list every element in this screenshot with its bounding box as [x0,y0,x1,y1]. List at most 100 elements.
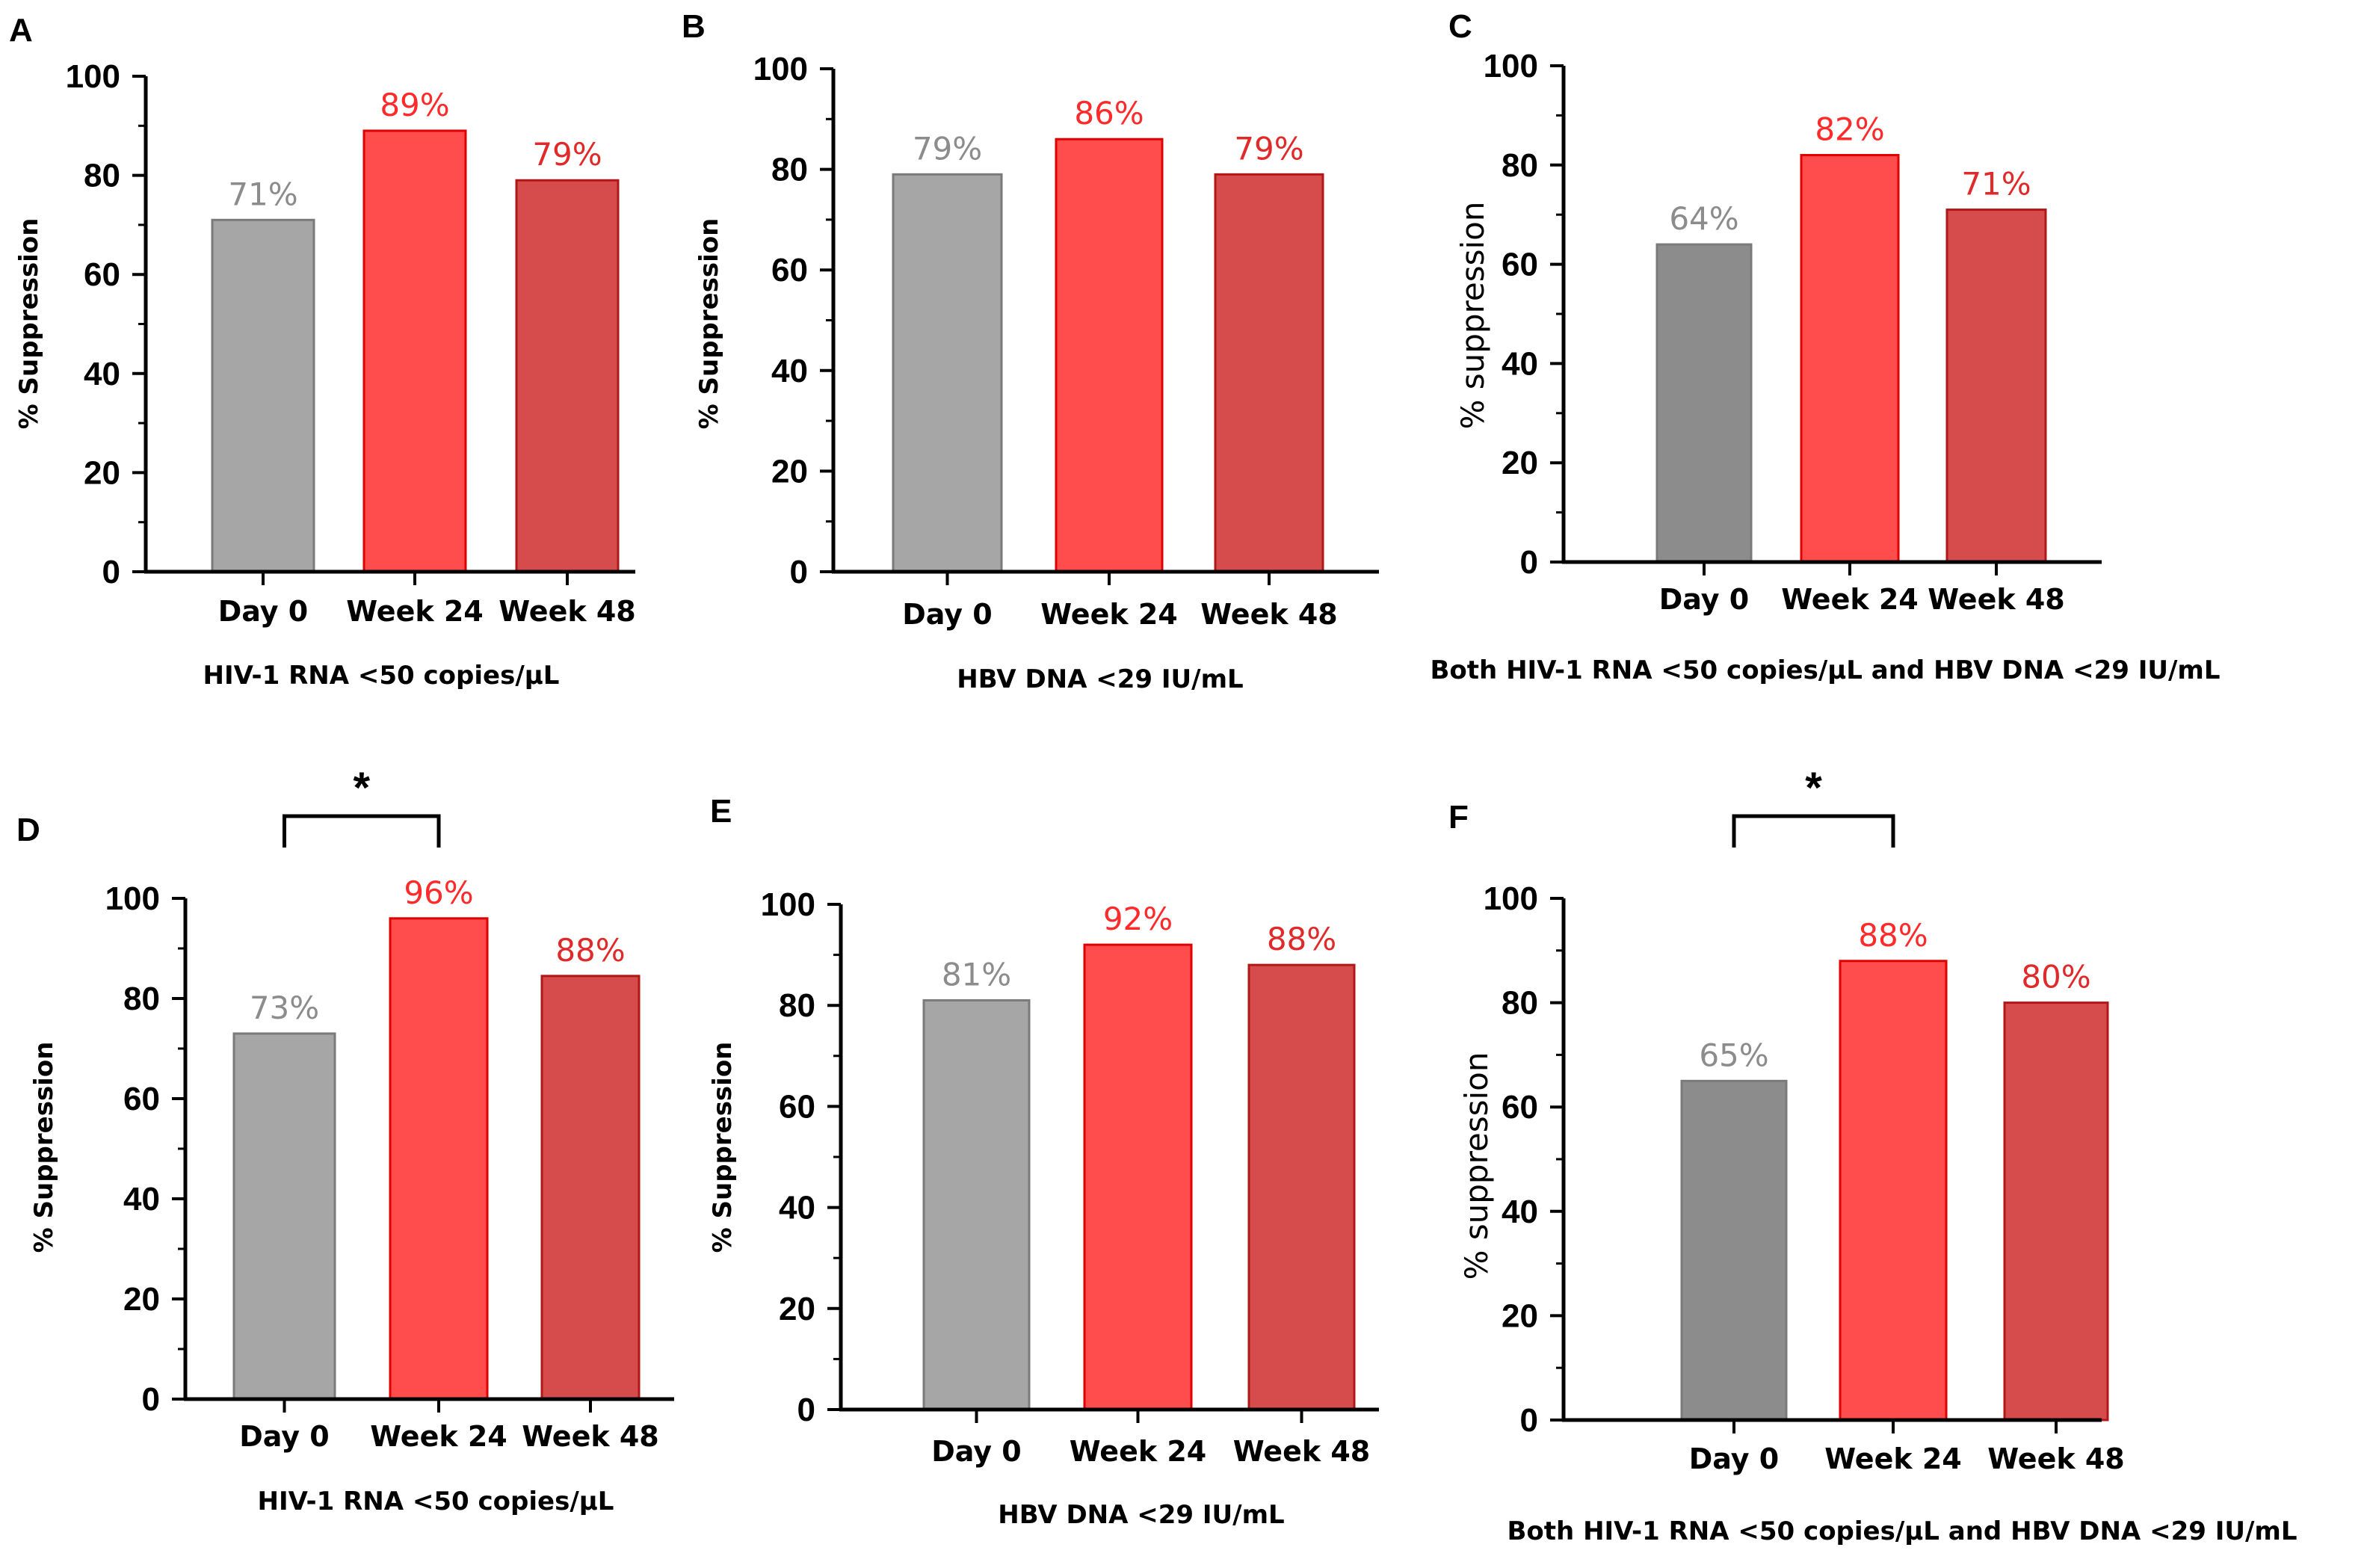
panel-f-value-label-0: 65% [1699,1037,1768,1073]
panel-c-ytick-label-0: 0 [1520,544,1538,581]
panel-a-ytick-label-4: 80 [84,158,120,194]
panel-d-y-axis-title: % Suppression [29,1042,59,1253]
panel-a-ytick-label-3: 60 [84,256,120,293]
panel-b-y-axis-title: % Suppression [694,218,724,430]
panel-f-bar-1 [1839,960,1948,1422]
panel-b-ytick-label-4: 80 [771,152,808,188]
panel-f-bar-0 [1680,1079,1788,1422]
panel-d-significance-bracket [283,814,441,848]
panel-d-bar-1 [389,917,489,1401]
panel-a-letter: A [9,12,33,49]
panel-e-bar-2 [1247,963,1356,1411]
panel-a-ytick-label-1: 20 [84,454,120,491]
panel-a-category-label-0: Day 0 [218,595,308,628]
panel-b-x-caption: HBV DNA <29 IU/mL [957,664,1243,694]
panel-b-category-label-1: Week 24 [1040,598,1178,631]
panel-a-category-label-1: Week 24 [346,595,484,628]
panel-b-ytick-label-2: 40 [771,353,808,389]
panel-c-ytick-label-2: 40 [1502,345,1538,382]
panel-b-category-label-2: Week 48 [1200,598,1338,631]
panel-a-value-label-1: 89% [380,87,449,123]
panel-a-bar-2 [515,179,620,573]
panel-b-bar-1 [1055,138,1164,573]
panel-d-value-label-1: 96% [404,874,473,911]
panel-c-value-label-2: 71% [1961,166,2031,203]
panel-b-bar-2 [1214,173,1324,573]
panel-c-category-label-0: Day 0 [1659,583,1749,616]
panel-c-bar-0 [1655,243,1753,564]
panel-e-ytick-label-0: 0 [797,1392,815,1428]
panel-c-ytick-label-4: 80 [1502,147,1538,184]
panel-b-value-label-0: 79% [913,130,982,167]
panel-f-bar-2 [2003,1001,2109,1422]
panel-e-y-axis-title: % Suppression [708,1042,738,1253]
panel-c-ytick-label-1: 20 [1502,445,1538,481]
panel-c-x-caption: Both HIV-1 RNA <50 copies/µL and HBV DNA… [1431,655,2221,685]
panel-e-category-label-2: Week 48 [1233,1435,1371,1468]
panel-c-bar-2 [1945,209,2047,564]
panel-e-category-label-1: Week 24 [1070,1435,1207,1468]
panel-a-category-label-2: Week 48 [499,595,636,628]
panel-f-ytick-label-2: 40 [1502,1194,1538,1230]
panel-d-ytick-label-0: 0 [142,1381,160,1418]
panel-f-ytick-label-1: 20 [1502,1297,1538,1334]
panel-d-ytick-label-3: 60 [123,1081,160,1117]
panel-f-ytick-label-3: 60 [1502,1089,1538,1126]
panel-c-y-axis-title: % suppression [1454,201,1491,429]
panel-d-value-label-2: 88% [555,932,625,969]
panel-a-value-label-2: 79% [532,136,602,173]
panel-b-letter: B [682,8,706,45]
panel-a-ytick-label-5: 100 [66,58,120,95]
panel-c-ytick-label-5: 100 [1484,48,1538,84]
panel-f-value-label-2: 80% [2021,959,2090,996]
panel-f-letter: F [1448,799,1469,836]
panel-d-category-label-1: Week 24 [370,1420,507,1453]
panel-b-ytick-label-3: 60 [771,252,808,288]
panel-e-letter: E [710,793,732,830]
panel-f-significance-bracket [1732,814,1895,848]
panel-d-ytick-label-1: 20 [123,1281,160,1318]
panel-f-category-label-2: Week 48 [1987,1442,2125,1475]
panel-b-value-label-1: 86% [1074,95,1144,132]
panel-c-category-label-2: Week 48 [1928,583,2065,616]
panel-d-ytick-label-2: 40 [123,1181,160,1217]
panel-c-value-label-1: 82% [1815,111,1884,148]
panel-e-bar-0 [922,998,1031,1411]
panel-e-ytick-label-1: 20 [779,1291,815,1327]
panel-a-ytick-label-2: 40 [84,356,120,392]
panel-d-letter: D [16,812,40,848]
panel-b-ytick-label-0: 0 [790,554,808,590]
panel-f-ytick-label-5: 100 [1484,880,1538,917]
panel-a-bar-0 [211,218,315,573]
panel-e-ytick-label-4: 80 [779,987,815,1024]
panel-c-letter: C [1448,8,1472,45]
panel-b-ytick-label-5: 100 [753,51,808,87]
panel-f-x-caption: Both HIV-1 RNA <50 copies/µL and HBV DNA… [1508,1516,2298,1546]
panel-d-ytick-label-5: 100 [105,880,160,917]
panel-f-category-label-1: Week 24 [1824,1442,1962,1475]
panel-e-ytick-label-5: 100 [761,886,815,923]
panel-f-category-label-0: Day 0 [1689,1442,1779,1475]
panel-f-significance-star: * [1805,764,1822,812]
panel-f-ytick-label-4: 80 [1502,985,1538,1022]
panel-b-ytick-label-1: 20 [771,453,808,490]
panel-a-bar-1 [362,129,467,573]
panel-b-bar-0 [892,173,1003,573]
panel-b-category-label-0: Day 0 [902,598,992,631]
panel-c-bar-1 [1800,154,1900,564]
panel-d-value-label-0: 73% [250,990,319,1026]
panel-f-ytick-label-0: 0 [1520,1402,1538,1439]
panel-c-ytick-label-3: 60 [1502,247,1538,283]
panel-e-value-label-0: 81% [942,956,1011,993]
panel-a-ytick-label-0: 0 [102,554,120,590]
panel-d-significance-star: * [353,764,370,812]
panel-e-value-label-1: 92% [1103,901,1173,937]
panel-a-value-label-0: 71% [228,176,297,212]
panel-d-bar-0 [232,1032,336,1401]
panel-e-ytick-label-3: 60 [779,1088,815,1125]
panel-c-value-label-0: 64% [1669,200,1738,237]
panel-e-ytick-label-2: 40 [779,1190,815,1226]
panel-f-value-label-1: 88% [1858,917,1928,954]
panel-e-x-caption: HBV DNA <29 IU/mL [998,1500,1284,1530]
